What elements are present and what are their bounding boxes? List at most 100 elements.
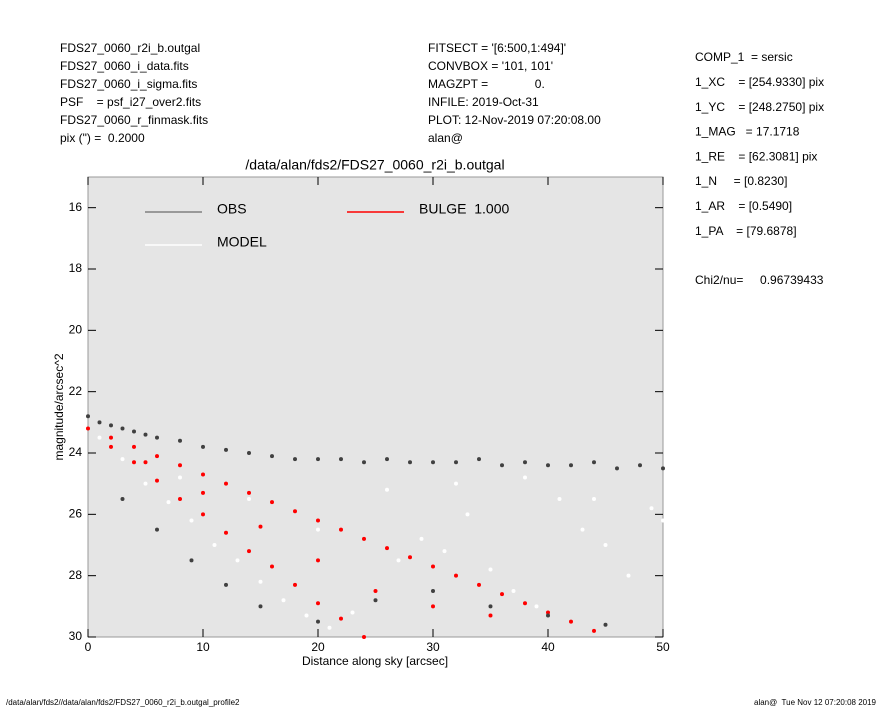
data-point — [408, 460, 412, 465]
data-point — [396, 558, 401, 563]
data-point — [201, 444, 205, 449]
footer-left: /data/alan/fds2//data/alan/fds2/FDS27_00… — [6, 698, 240, 707]
data-point — [615, 466, 619, 471]
header-middle-line: CONVBOX = '101, 101' — [428, 59, 553, 73]
data-point — [649, 506, 654, 511]
fit-parameter: 1_XC = [254.9330] pix — [695, 75, 824, 89]
data-point — [132, 429, 136, 434]
data-point — [523, 475, 527, 480]
data-point — [143, 481, 148, 486]
data-point — [293, 582, 297, 587]
data-point — [143, 432, 148, 437]
data-point — [638, 463, 642, 468]
data-point — [304, 613, 309, 618]
data-point — [488, 613, 493, 618]
data-point — [316, 619, 320, 624]
y-tick-label: 16 — [69, 200, 83, 214]
data-point — [603, 622, 608, 627]
data-point — [523, 460, 527, 465]
header-left-line: FDS27_0060_r2i_b.outgal — [60, 41, 200, 55]
fit-parameter: 1_MAG = 17.1718 — [695, 125, 800, 139]
data-point — [247, 497, 251, 501]
data-point — [454, 573, 458, 578]
y-tick-label: 22 — [69, 384, 83, 398]
data-point — [155, 478, 159, 483]
header-middle-line: MAGZPT = 0. — [428, 77, 545, 91]
data-point — [316, 527, 320, 532]
data-point — [247, 451, 251, 455]
data-point — [201, 490, 205, 495]
data-point — [258, 524, 263, 529]
data-point — [431, 604, 435, 609]
data-point — [534, 604, 539, 609]
data-point — [362, 635, 366, 639]
y-tick-label: 20 — [69, 323, 83, 337]
data-point — [178, 463, 182, 468]
data-point — [281, 598, 286, 603]
data-point — [592, 460, 596, 465]
header-left-line: FDS27_0060_r_finmask.fits — [60, 113, 208, 127]
header-left-line: FDS27_0060_i_data.fits — [60, 59, 189, 73]
legend-label: BULGE 1.000 — [419, 201, 509, 217]
data-point — [270, 454, 274, 459]
data-point — [235, 558, 240, 563]
data-point — [189, 518, 194, 523]
fit-parameter: 1_AR = [0.5490] — [695, 199, 792, 213]
data-point — [626, 573, 631, 578]
y-tick-label: 30 — [69, 629, 83, 643]
header-middle-line: FITSECT = '[6:500,1:494]' — [428, 41, 566, 55]
header-left-line: FDS27_0060_i_sigma.fits — [60, 77, 197, 91]
data-point — [132, 460, 136, 465]
data-point — [109, 444, 113, 449]
data-point — [442, 549, 447, 554]
data-point — [431, 589, 435, 593]
data-point — [385, 546, 389, 551]
data-point — [316, 601, 320, 606]
data-point — [350, 610, 355, 615]
y-tick-label: 28 — [69, 568, 83, 582]
data-point — [592, 497, 596, 501]
data-point — [431, 564, 435, 569]
data-point — [224, 481, 228, 486]
data-point — [109, 435, 113, 440]
data-point — [97, 420, 102, 425]
data-point — [189, 558, 194, 563]
data-point — [132, 444, 136, 449]
header-middle-line: alan@ — [428, 131, 463, 145]
header-left-line: pix (") = 0.2000 — [60, 131, 145, 145]
data-point — [316, 457, 320, 462]
x-axis-label: Distance along sky [arcsec] — [302, 654, 448, 668]
data-point — [178, 475, 182, 480]
data-point — [603, 543, 608, 547]
data-point — [212, 543, 217, 547]
data-point — [373, 598, 378, 603]
data-point — [316, 518, 320, 523]
y-axis-label: magnitude/arcsec^2 — [52, 353, 66, 460]
data-point — [86, 426, 90, 431]
x-tick-label: 40 — [541, 640, 555, 654]
data-point — [166, 500, 171, 505]
fit-parameter: 1_N = [0.8230] — [695, 174, 787, 188]
data-point — [143, 460, 148, 465]
data-point — [419, 536, 424, 541]
data-point — [120, 497, 125, 501]
data-point — [385, 457, 389, 462]
data-point — [224, 582, 228, 587]
data-point — [454, 460, 458, 465]
data-point — [454, 481, 458, 486]
x-tick-label: 20 — [311, 640, 325, 654]
data-point — [224, 530, 228, 535]
data-point — [293, 509, 297, 514]
data-point — [546, 610, 550, 615]
data-point — [488, 567, 493, 572]
data-point — [661, 466, 665, 471]
x-tick-label: 30 — [426, 640, 440, 654]
data-point — [661, 518, 665, 523]
data-point — [155, 527, 159, 532]
data-point — [109, 423, 113, 428]
fit-parameter: 1_RE = [62.3081] pix — [695, 149, 817, 163]
data-point — [557, 497, 562, 501]
data-point — [155, 454, 159, 459]
